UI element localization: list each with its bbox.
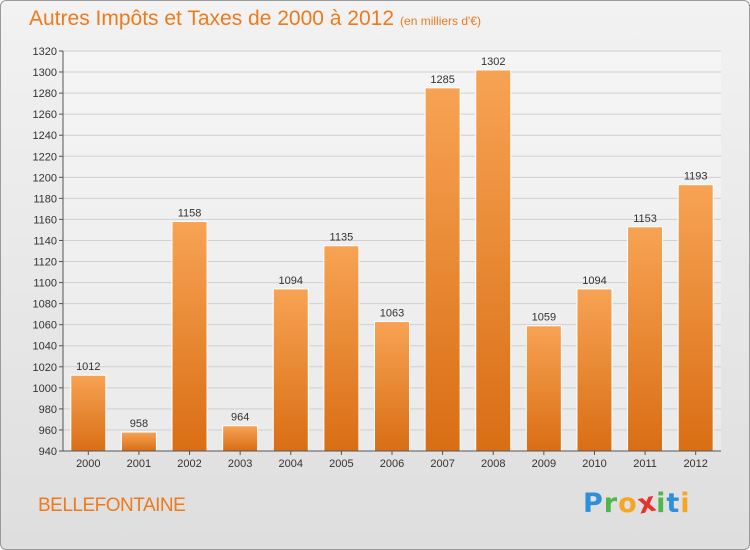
bar: [525, 325, 562, 452]
bar: [475, 69, 512, 452]
data-label: 1193: [684, 171, 708, 183]
data-label: 964: [231, 412, 249, 424]
x-tick-label: 2008: [481, 458, 505, 470]
data-label: 1158: [178, 208, 202, 220]
logo-letter: i: [656, 488, 667, 519]
chart-title: Autres Impôts et Taxes de 2000 à 2012 (en…: [29, 7, 481, 31]
logo-letter: i: [680, 488, 691, 519]
y-tick-label: 1100: [33, 278, 57, 290]
y-tick-label: 1160: [33, 214, 57, 226]
y-tick-label: 1220: [33, 151, 57, 163]
proxiti-logo: Proxiti: [583, 486, 691, 520]
x-tick-label: 2003: [228, 458, 252, 470]
data-label: 1094: [279, 275, 303, 287]
bar: [677, 184, 714, 452]
x-tick-label: 2007: [430, 458, 454, 470]
x-tick-label: 2004: [279, 458, 303, 470]
x-tick-label: 2012: [683, 458, 707, 470]
y-tick-label: 1000: [33, 383, 57, 395]
logo-letter: r: [603, 488, 619, 519]
x-tick-label: 2009: [532, 458, 556, 470]
bar: [424, 87, 461, 452]
y-tick-label: 1140: [33, 235, 57, 247]
y-tick-label: 1120: [33, 257, 57, 269]
data-label: 1063: [380, 308, 404, 320]
y-tick-label: 940: [39, 446, 57, 458]
axis-layer: 940 960 980 1000 1020 1040 1060 1080 1100 1120 114…: [33, 46, 721, 470]
x-tick-label: 2002: [177, 458, 201, 470]
data-label: 1012: [76, 361, 100, 373]
data-label: 958: [130, 418, 148, 430]
chart-unit: (en milliers d'€): [400, 14, 482, 28]
data-label: 1285: [430, 74, 454, 86]
data-label: 1059: [532, 312, 556, 324]
x-tick-label: 2005: [329, 458, 353, 470]
y-tick-label: 1020: [33, 362, 57, 374]
bar: [222, 425, 259, 452]
y-tick-label: 1200: [33, 172, 57, 184]
bar: [627, 226, 664, 452]
y-tick-label: 960: [39, 425, 57, 437]
bar: [171, 221, 208, 452]
bar: [272, 288, 309, 452]
bar: [120, 431, 157, 452]
bar: [70, 374, 107, 452]
data-label: 1135: [330, 232, 354, 244]
y-tick-label: 1280: [33, 88, 57, 100]
bar: [576, 288, 613, 452]
bar: [374, 321, 410, 452]
logo-letter: o: [618, 488, 638, 519]
y-tick-label: 1060: [33, 320, 57, 332]
data-label: 1094: [582, 275, 606, 287]
label-layer: 1012 958 1158 964 1094 1135 1063 1285 1302 1059 10…: [76, 56, 707, 430]
y-tick-label: 1300: [33, 67, 57, 79]
y-tick-label: 980: [39, 404, 57, 416]
commune-name: BELLEFONTAINE: [38, 495, 186, 516]
x-tick-label: 2000: [76, 458, 100, 470]
x-tick-label: 2001: [127, 458, 151, 470]
y-tick-label: 1240: [33, 130, 57, 142]
logo-letter: P: [583, 488, 604, 519]
bar-layer: [70, 69, 714, 452]
x-tick-label: 2010: [582, 458, 606, 470]
y-tick-label: 1260: [33, 109, 57, 121]
x-tick-label: 2006: [380, 458, 404, 470]
logo-letter: t: [666, 488, 681, 519]
y-tick-label: 1080: [33, 299, 57, 311]
data-label: 1153: [633, 213, 657, 225]
x-tick-label: 2011: [633, 458, 657, 470]
chart-title-text: Autres Impôts et Taxes de 2000 à 2012: [29, 7, 395, 30]
y-tick-label: 1180: [33, 193, 57, 205]
bar: [323, 245, 360, 452]
y-tick-label: 1320: [33, 46, 57, 58]
data-label: 1302: [481, 56, 505, 68]
y-tick-label: 1040: [33, 341, 57, 353]
